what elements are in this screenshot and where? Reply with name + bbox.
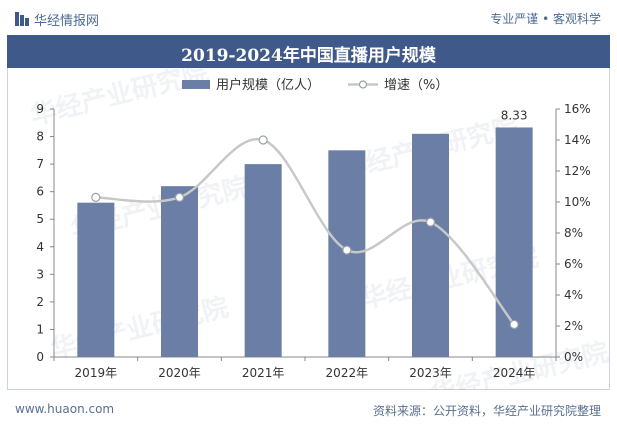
brand-logo-icon (15, 12, 29, 26)
bar-2023年 (412, 133, 449, 357)
growth-point-2024年 (509, 319, 519, 330)
y-right-tick-label: 0% (564, 350, 583, 364)
x-tick-label: 2021年 (242, 366, 285, 380)
tagline: 专业严谨 • 客观科学 (490, 12, 601, 26)
growth-point-2020年 (174, 192, 185, 202)
x-tick-label: 2022年 (326, 366, 369, 380)
y-left-tick-label: 0 (36, 350, 44, 364)
y-left-tick-label: 9 (36, 102, 44, 116)
y-right-tick-label: 6% (564, 257, 583, 271)
x-tick-label: 2023年 (409, 366, 452, 380)
chart-title-bar: 2019-2024年中国直播用户规模 (7, 35, 610, 68)
y-right-tick-label: 2% (564, 319, 583, 333)
y-right-tick-label: 4% (564, 288, 583, 302)
y-left-tick-label: 6 (36, 185, 44, 199)
legend-bar-swatch (182, 80, 210, 89)
y-left-tick-label: 3 (36, 267, 44, 281)
legend-line-label: 增速（%） (384, 78, 448, 93)
chart-frame: 华经产业研究院 华经产业研究院 华经产业研究院 华经产业研究院 华经产业研究院 … (7, 58, 612, 410)
source-note: 资料来源：公开资料，华经产业研究院整理 (372, 404, 601, 418)
y-left-tick-label: 4 (36, 240, 44, 254)
growth-point-2019年 (91, 192, 101, 202)
y-left-tick-label: 7 (36, 157, 44, 171)
y-right-tick-label: 16% (564, 102, 591, 116)
y-left-tick-label: 5 (36, 212, 44, 226)
y-right-tick-label: 10% (564, 195, 591, 209)
y-right-tick-label: 8% (564, 226, 583, 240)
growth-rate-line (95, 137, 516, 326)
brand-name: 华经情报网 (34, 14, 100, 29)
website-link[interactable]: www.huaon.com (15, 402, 115, 416)
legend-bar-label: 用户规模（亿人） (216, 77, 320, 93)
growth-point-2022年 (342, 245, 352, 255)
bar-2020年 (161, 186, 198, 357)
bar-2024年 (495, 127, 533, 357)
footer: www.huaon.com 资料来源：公开资料，华经产业研究院整理 (0, 390, 617, 426)
x-tick-label: 2024年 (493, 366, 536, 380)
growth-point-2021年 (258, 135, 268, 145)
y-left-tick-label: 1 (36, 322, 44, 336)
x-tick-label: 2019年 (75, 366, 118, 380)
y-right-tick-label: 12% (564, 164, 591, 178)
bar-data-label: 8.33 (501, 108, 528, 122)
chart-title: 2019-2024年中国直播用户规模 (181, 46, 436, 66)
y-left-tick-label: 8 (36, 130, 44, 144)
bar-2019年 (77, 202, 115, 357)
x-tick-label: 2020年 (158, 366, 201, 380)
y-right-tick-label: 14% (564, 133, 591, 147)
growth-point-2023年 (425, 217, 436, 227)
y-left-tick-label: 2 (36, 295, 44, 309)
top-header: 华经情报网 专业严谨 • 客观科学 (0, 0, 617, 34)
chart-canvas: 用户规模（亿人） 增速（%） 0 1 2 3 4 5 6 7 8 9 0% 2% 4% 6% 8% 10% 12% 1… (36, 77, 591, 380)
legend-line-marker (358, 80, 368, 89)
bar-2021年 (244, 164, 282, 357)
